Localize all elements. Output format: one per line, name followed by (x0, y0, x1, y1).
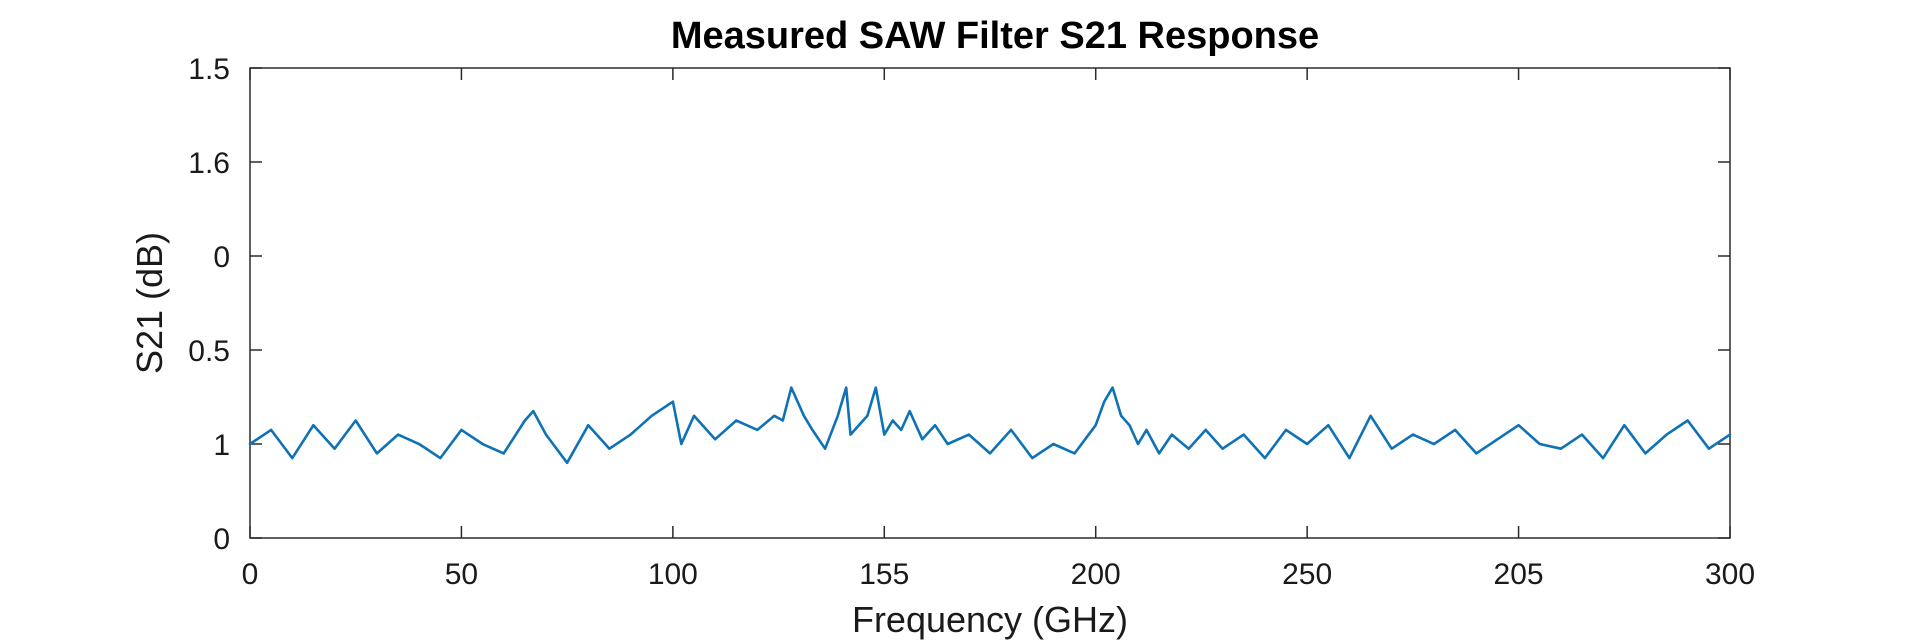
x-tick-label: 250 (1282, 558, 1332, 591)
x-tick-label: 205 (1494, 558, 1544, 591)
x-axis-label: Frequency (GHz) (852, 599, 1128, 640)
x-tick-label: 155 (859, 558, 909, 591)
y-tick-label: 1 (213, 429, 230, 462)
y-axis-ticks: 0 1 0.5 0 1.6 1.5 (188, 53, 1730, 556)
y-tick-label: 1.6 (188, 147, 230, 180)
chart-title: Measured SAW Filter S21 Response (671, 15, 1319, 57)
x-axis-ticks: 0 50 100 155 200 250 205 300 (242, 68, 1755, 591)
x-tick-label: 300 (1705, 558, 1755, 591)
x-tick-label: 50 (445, 558, 478, 591)
x-tick-label: 0 (242, 558, 259, 591)
series-line-0 (248, 386, 1732, 465)
axes-frame (249, 67, 1731, 539)
x-tick-label: 200 (1071, 558, 1121, 591)
y-axis-label: S21 (dB) (129, 232, 170, 374)
y-tick-label: 0 (213, 241, 230, 274)
y-tick-label: 1.5 (188, 53, 230, 86)
y-tick-label: 0 (213, 523, 230, 556)
x-tick-label: 100 (648, 558, 698, 591)
y-tick-label: 0.5 (188, 335, 230, 368)
plot-area: 0 50 100 155 200 250 205 300 0 1 0.5 0 1.6 1.5 (188, 53, 1755, 591)
series-layer (248, 386, 1732, 465)
